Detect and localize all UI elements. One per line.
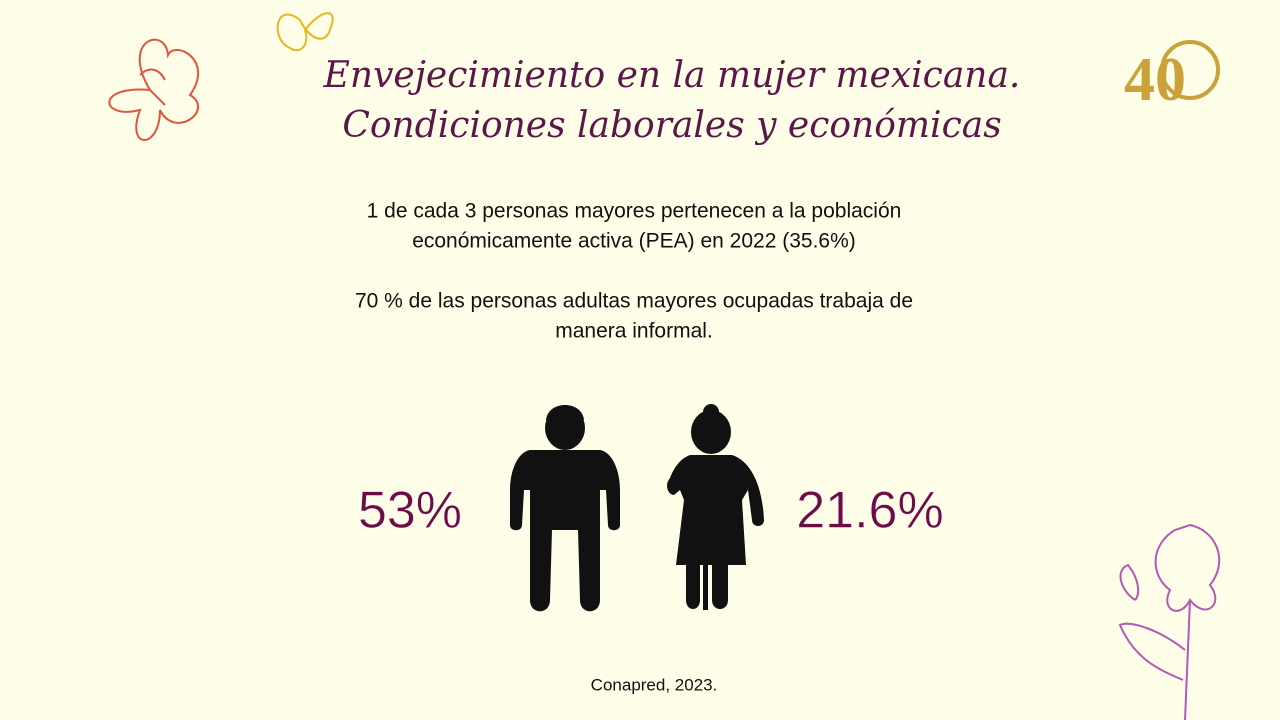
logo-ring xyxy=(1160,40,1220,100)
paragraph-line: económicamente activa (PEA) en 2022 (35.… xyxy=(412,230,856,253)
paragraph-line: manera informal. xyxy=(555,320,713,343)
woman-icon xyxy=(667,404,764,610)
man-icon xyxy=(510,405,620,612)
title-line: Condiciones laborales y económicas xyxy=(342,105,1001,146)
logo: 40 xyxy=(1124,40,1220,114)
butterfly-yellow xyxy=(276,12,334,52)
stat-value: 21.6% xyxy=(796,482,943,540)
flower xyxy=(1118,523,1221,720)
logo-text: 40 xyxy=(1124,46,1186,114)
paragraph-line: 1 de cada 3 personas mayores pertenecen … xyxy=(367,200,902,223)
butterfly-red xyxy=(108,38,199,141)
source: Conapred, 2023. xyxy=(591,675,718,694)
stat-value: 53% xyxy=(358,482,462,540)
paragraph-line: 70 % de las personas adultas mayores ocu… xyxy=(355,290,913,313)
title-line: Envejecimiento en la mujer mexicana. xyxy=(323,55,1021,96)
